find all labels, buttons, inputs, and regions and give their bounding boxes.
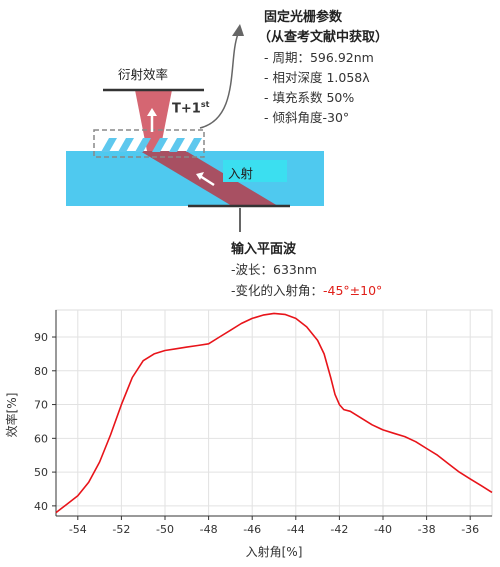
grating-params-subtitle: （从查考文献中获取） bbox=[258, 30, 389, 45]
y-tick-label: 70 bbox=[34, 399, 48, 412]
y-tick-label: 50 bbox=[34, 466, 48, 479]
diffraction-arrow-icon bbox=[147, 108, 157, 132]
grating-teeth bbox=[101, 138, 202, 152]
efficiency-curve bbox=[55, 312, 493, 514]
x-tick-label: -44 bbox=[287, 523, 305, 536]
y-tick-label: 40 bbox=[34, 500, 48, 513]
x-tick-label: -48 bbox=[200, 523, 218, 536]
grating-diagram bbox=[66, 24, 324, 232]
param-period: - 周期：596.92nm bbox=[264, 50, 374, 65]
incident-beam bbox=[140, 151, 278, 206]
chart-grid bbox=[55, 309, 493, 517]
efficiency-chart: -54 -52 -50 -48 -46 -44 -42 -40 -38 -36 40 50 60 70 80… bbox=[4, 309, 493, 559]
input-wave-title: 输入平面波 bbox=[231, 242, 297, 257]
param-depth: - 相对深度 1.058λ bbox=[264, 70, 370, 85]
y-axis-label: 效率[%] bbox=[4, 393, 19, 438]
x-tick-label: -50 bbox=[156, 523, 174, 536]
chart-ticks: -54 -52 -50 -48 -46 -44 -42 -40 -38 -36 40 50 60 70 80… bbox=[34, 331, 479, 536]
x-tick-label: -52 bbox=[112, 523, 130, 536]
param-fill: - 填充系数 50% bbox=[264, 90, 355, 105]
input-angle-value: -45°±10° bbox=[323, 283, 383, 298]
grating-region bbox=[93, 129, 205, 158]
y-tick-label: 90 bbox=[34, 331, 48, 344]
x-tick-label: -40 bbox=[374, 523, 392, 536]
x-tick-label: -38 bbox=[418, 523, 436, 536]
y-tick-label: 80 bbox=[34, 365, 48, 378]
input-wavelength: -波长：633nm bbox=[231, 262, 317, 277]
x-tick-label: -46 bbox=[243, 523, 261, 536]
x-axis-label: 入射角[%] bbox=[246, 544, 303, 559]
y-tick-label: 60 bbox=[34, 432, 48, 445]
param-slant: - 倾斜角度-30° bbox=[264, 110, 350, 125]
plot-background bbox=[55, 309, 493, 517]
chart-axes bbox=[55, 310, 492, 517]
input-angle: -变化的入射角：-45°±10° bbox=[231, 283, 383, 298]
callout-arrowhead-icon bbox=[232, 24, 244, 36]
x-tick-label: -36 bbox=[461, 523, 479, 536]
incidence-arrow-icon bbox=[196, 172, 215, 187]
order-label: T+1st bbox=[172, 100, 210, 117]
diffraction-label: 衍射效率 bbox=[118, 67, 169, 82]
incidence-label: 入射 bbox=[228, 166, 254, 181]
x-tick-label: -42 bbox=[330, 523, 348, 536]
incidence-box bbox=[223, 160, 287, 182]
callout-arrow bbox=[199, 33, 239, 129]
diffracted-beam bbox=[135, 90, 172, 151]
chart-plot-area bbox=[55, 312, 493, 514]
grating-params-title: 固定光栅参数 bbox=[264, 10, 343, 25]
x-tick-label: -54 bbox=[69, 523, 87, 536]
